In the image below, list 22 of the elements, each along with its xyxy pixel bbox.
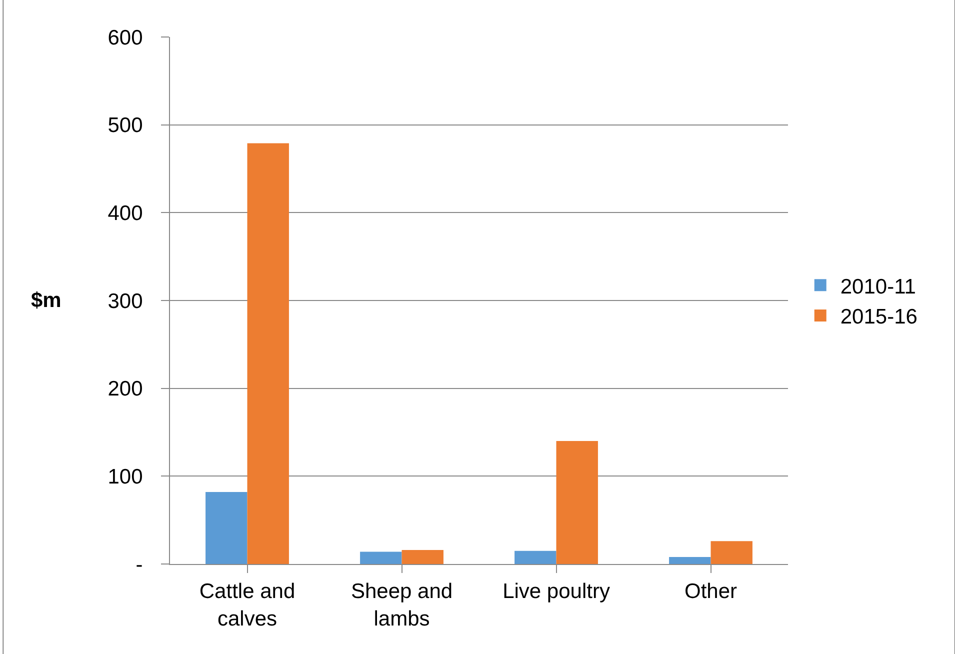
- y-tick-label: 200: [108, 378, 143, 401]
- x-tick-label: Cattle and calves: [199, 580, 296, 630]
- bar: [514, 550, 556, 564]
- y-tick-label: 400: [108, 202, 143, 226]
- y-tick-label: 100: [108, 466, 143, 489]
- bar: [556, 441, 598, 564]
- y-tick-label: 600: [108, 26, 143, 50]
- x-tick-label: Live poultry: [502, 580, 610, 604]
- legend-label: 2010-11: [840, 275, 916, 298]
- legend-label: 2015-16: [840, 306, 918, 329]
- y-tick-label: 300: [108, 290, 143, 313]
- x-tick-label: Other: [684, 580, 738, 604]
- bar: [402, 550, 444, 564]
- y-tick-label: -: [136, 553, 143, 576]
- bar: [247, 143, 289, 564]
- y-tick-label: 500: [108, 114, 143, 138]
- bar: [360, 552, 402, 564]
- bar: [710, 541, 752, 564]
- bar: [669, 556, 711, 564]
- y-axis-title: $m: [31, 289, 62, 312]
- x-tick-label: Sheep and lambs: [350, 580, 453, 630]
- bar: [206, 492, 248, 564]
